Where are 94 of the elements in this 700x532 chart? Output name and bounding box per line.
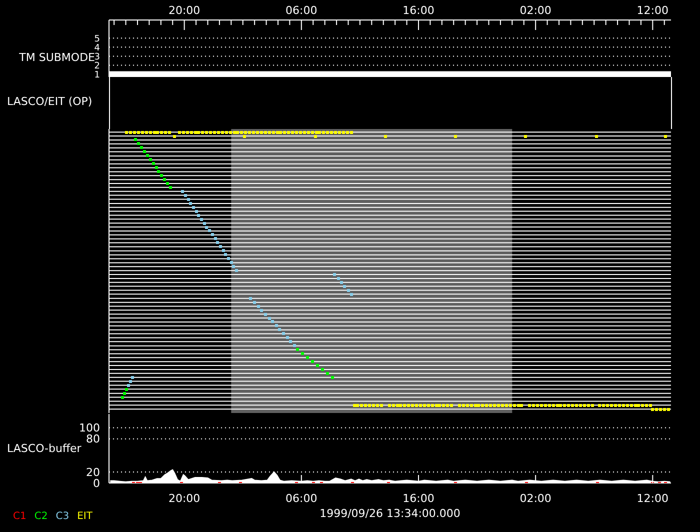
point — [282, 332, 285, 335]
x-tick-label: 16:00 — [402, 4, 434, 17]
point — [137, 142, 140, 145]
text: C2 — [34, 511, 48, 522]
point — [326, 372, 329, 375]
point — [227, 257, 230, 260]
point — [184, 194, 187, 197]
point — [321, 368, 324, 371]
y-tick-label: 4 — [94, 43, 100, 54]
text: EIT — [77, 511, 92, 522]
point — [143, 150, 146, 153]
point — [127, 384, 130, 387]
point — [253, 301, 256, 304]
x-tick-label: 06:00 — [286, 4, 318, 17]
point — [268, 317, 271, 320]
point — [125, 388, 128, 391]
y-axis-title: TM SUBMODE — [19, 51, 95, 64]
text: C3 — [56, 511, 70, 522]
point — [157, 170, 160, 173]
y-tick-label: 20 — [86, 466, 100, 479]
point — [293, 344, 296, 347]
point — [278, 328, 281, 331]
point — [181, 190, 184, 193]
point — [230, 261, 233, 264]
point — [316, 364, 319, 367]
point — [271, 320, 274, 323]
point — [219, 245, 222, 248]
x-tick-label: 20:00 — [168, 492, 200, 505]
point — [131, 376, 134, 379]
point — [149, 158, 152, 161]
x-tick-label: 12:00 — [636, 4, 669, 17]
point — [232, 265, 235, 268]
point — [337, 277, 340, 280]
point — [166, 182, 169, 185]
point — [187, 198, 190, 201]
y-tick-label: 80 — [86, 432, 100, 446]
text: C1 — [13, 511, 26, 523]
point — [257, 305, 260, 308]
point — [155, 166, 158, 169]
point — [163, 178, 166, 181]
point — [203, 222, 206, 225]
point — [306, 356, 309, 359]
point — [140, 146, 143, 149]
y-tick-label: 1 — [94, 70, 100, 80]
point — [347, 289, 350, 292]
point — [211, 233, 214, 236]
point — [311, 360, 314, 363]
point — [331, 376, 334, 379]
point — [343, 285, 346, 288]
point — [160, 174, 163, 177]
point — [152, 162, 155, 165]
point — [249, 297, 252, 300]
point — [235, 269, 238, 272]
y-tick-label: 100 — [79, 422, 100, 435]
point — [208, 229, 211, 232]
point — [129, 380, 132, 383]
point — [260, 309, 263, 312]
x-tick-label: 16:00 — [402, 492, 434, 505]
point — [296, 348, 299, 351]
point — [224, 253, 227, 256]
y-tick-label: 0 — [93, 476, 100, 490]
y-axis-title: LASCO-buffer — [7, 442, 82, 455]
y-tick-label: 3 — [94, 52, 100, 62]
point — [222, 249, 225, 252]
point — [189, 202, 192, 205]
x-tick-label: 20:00 — [168, 4, 200, 17]
x-axis-title: 1999/09/26 13:34:00.000 — [318, 507, 462, 520]
point — [146, 154, 149, 157]
point — [289, 340, 292, 343]
point — [200, 218, 203, 221]
point — [333, 273, 336, 276]
point — [214, 237, 217, 240]
point — [275, 324, 278, 327]
point — [192, 206, 195, 209]
point — [169, 186, 172, 189]
point — [301, 352, 304, 355]
point — [195, 210, 198, 213]
point — [134, 138, 137, 141]
point — [350, 293, 353, 296]
y-tick-label: 2 — [94, 61, 100, 72]
point — [123, 392, 126, 395]
point — [197, 214, 200, 217]
point — [340, 281, 343, 284]
x-tick-label: 02:00 — [520, 4, 552, 17]
point — [205, 226, 208, 229]
point — [216, 241, 219, 244]
x-tick-label: 12:00 — [636, 492, 669, 505]
point — [264, 313, 267, 316]
point — [121, 396, 124, 399]
y-tick-label: 5 — [94, 34, 100, 44]
x-tick-label: 02:00 — [520, 492, 552, 505]
y-axis-title: LASCO/EIT (OP) — [7, 95, 92, 108]
x-tick-label: 06:00 — [286, 492, 318, 505]
point — [286, 336, 289, 339]
